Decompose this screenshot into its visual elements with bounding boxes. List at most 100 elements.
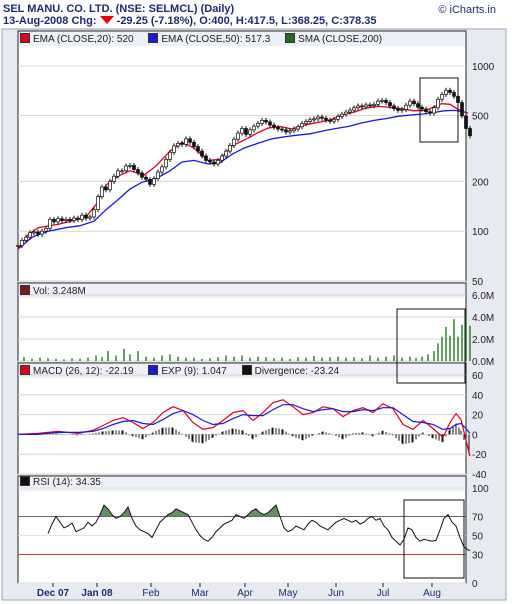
candle-body: [32, 231, 36, 234]
date-change-label: 13-Aug-2008 Chg:: [3, 15, 97, 27]
candle-body: [360, 105, 364, 108]
candle-body: [392, 105, 396, 109]
legend-label: Vol: 3.248M: [33, 286, 86, 297]
legend-rsi: RSI (14): 34.35: [20, 476, 101, 488]
candle-body: [116, 170, 120, 177]
candle-body: [424, 108, 428, 113]
candle-body: [168, 151, 172, 160]
candle-body: [384, 100, 388, 103]
candle-body: [412, 100, 416, 105]
candle-body: [264, 120, 268, 123]
candle-body: [460, 102, 464, 117]
candle-body: [16, 245, 20, 247]
candle-body: [160, 166, 164, 173]
x-tick-label: Mar: [191, 588, 209, 599]
candle-body: [100, 186, 104, 197]
legend-ema20: EMA (CLOSE,20): 520: [20, 33, 134, 45]
candle-body: [280, 128, 284, 131]
candle-body: [420, 106, 424, 110]
legend-swatch: [285, 33, 296, 43]
chart-title: SEL MANU. CO. LTD. (NSE: SELMCL) (Daily): [3, 3, 235, 15]
macd-panel: [17, 362, 467, 475]
candle-body: [248, 129, 252, 135]
highlight-box-volume: [396, 308, 466, 384]
candle-body: [208, 160, 212, 163]
candle-body: [48, 218, 52, 229]
volume-tick-label: 0.0M: [472, 357, 494, 368]
candle-body: [28, 232, 32, 238]
legend-label: EMA (CLOSE,50): 517.3: [161, 34, 271, 45]
candle-body: [20, 240, 24, 246]
x-tick-label: Jul: [377, 588, 390, 599]
legend-ema50: EMA (CLOSE,50): 517.3: [148, 33, 271, 45]
macd-legend: MACD (26, 12): -22.19 EXP (9): 1.047 Div…: [20, 365, 351, 377]
candle-body: [376, 100, 380, 105]
candle-body: [140, 172, 144, 178]
candle-body: [440, 94, 444, 100]
ema50-line: [17, 109, 469, 250]
candle-body: [468, 128, 472, 137]
change-value: -29.25 (-7.18%): [116, 15, 194, 27]
candle-body: [348, 109, 352, 113]
brand-logo: © iCharts.in: [438, 4, 496, 16]
candle-body: [380, 100, 384, 102]
candle-body: [396, 108, 400, 111]
volume-legend: Vol: 3.248M: [20, 285, 98, 297]
candle-body: [352, 107, 356, 111]
candle-body: [372, 103, 376, 106]
x-tick-label: Apr: [237, 588, 253, 599]
candle-body: [52, 218, 56, 223]
candle-body: [332, 118, 336, 122]
macd-tick-label: -40: [472, 470, 487, 481]
volume-tick-label: 2.0M: [472, 335, 494, 346]
macd-tick-label: 40: [472, 391, 484, 402]
candle-body: [184, 138, 188, 145]
candle-body: [80, 214, 84, 220]
candle-body: [252, 125, 256, 131]
candle-body: [76, 217, 80, 220]
legend-swatch: [20, 285, 30, 295]
candle-body: [316, 116, 320, 120]
candle-body: [180, 142, 184, 145]
x-tick-label: Aug: [423, 588, 441, 599]
candle-body: [84, 214, 88, 219]
candle-body: [196, 146, 200, 152]
candle-body: [44, 228, 48, 232]
candle-body: [176, 142, 180, 147]
candle-body: [212, 161, 216, 165]
price-legend-band: [19, 32, 465, 46]
candle-body: [148, 178, 152, 185]
candle-body: [24, 236, 28, 241]
candle-body: [428, 111, 432, 114]
candle-body: [120, 170, 124, 173]
price-tick-label: 1000: [472, 62, 495, 73]
legend-label: SMA (CLOSE,200): [298, 34, 383, 45]
candle-body: [324, 117, 328, 121]
ohlc-values: , O:400, H:417.5, L:368.25, C:378.35: [193, 15, 377, 27]
rsi-overbought-fill: [124, 507, 128, 517]
legend-macd: MACD (26, 12): -22.19: [20, 365, 134, 377]
rsi-overbought-fill: [172, 508, 176, 517]
candle-body: [416, 103, 420, 108]
rsi-tick-label: 30: [472, 551, 484, 562]
chart-subtitle: 13-Aug-2008 Chg: -29.25 (-7.18%), O:400,…: [3, 15, 377, 27]
legend-label: EXP (9): 1.047: [161, 366, 227, 377]
legend-exp: EXP (9): 1.047: [148, 365, 227, 377]
candle-body: [156, 171, 160, 179]
candle-body: [152, 178, 156, 185]
candle-body: [308, 119, 312, 122]
legend-swatch: [20, 365, 30, 375]
candle-body: [172, 145, 176, 153]
legend-divergence: Divergence: -23.24: [241, 365, 339, 377]
rsi-line: [47, 504, 471, 552]
candle-body: [220, 155, 224, 161]
candle-body: [108, 181, 112, 191]
legend-label: EMA (CLOSE,20): 520: [33, 34, 134, 45]
rsi-overbought-fill: [268, 508, 272, 517]
legend-swatch: [20, 33, 30, 43]
candle-body: [164, 159, 168, 168]
macd-tick-label: 20: [472, 411, 484, 422]
candle-body: [344, 111, 348, 115]
candle-body: [356, 105, 360, 109]
